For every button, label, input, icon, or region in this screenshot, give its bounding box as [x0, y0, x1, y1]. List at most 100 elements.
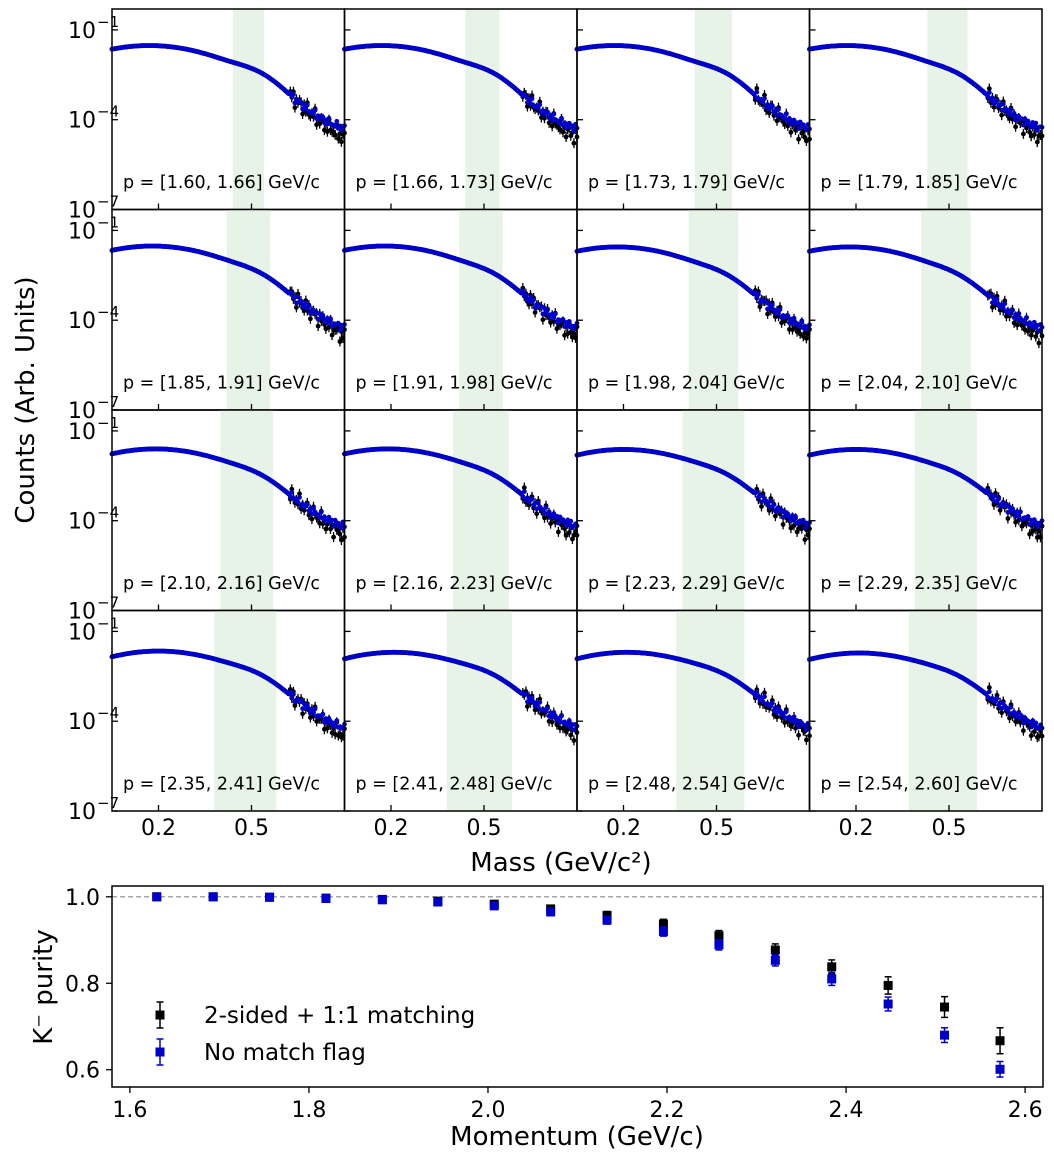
data-point: [551, 111, 557, 117]
data-point: [529, 496, 535, 502]
y-tick-label: 10: [68, 199, 96, 224]
panel-momentum-label: p = [1.85, 1.91] GeV/c: [123, 374, 320, 394]
y-tick-label: 10: [68, 19, 96, 44]
y-tick-exponent: −7: [97, 594, 119, 612]
data-point: [529, 96, 535, 102]
data-point: [559, 115, 564, 121]
kaon-window-band: [465, 9, 500, 210]
data-point: [523, 292, 529, 298]
data-point: [543, 505, 549, 510]
y-tick-exponent: −7: [97, 393, 119, 411]
y-tick-exponent: −1: [97, 213, 119, 231]
data-point: [1016, 311, 1022, 317]
panel-momentum-label: p = [1.79, 1.85] GeV/c: [821, 173, 1018, 193]
data-point: [769, 104, 775, 109]
panel-momentum-label: p = [1.91, 1.98] GeV/c: [356, 374, 553, 394]
y-tick-label: 10: [68, 420, 96, 445]
spectrum-panel: 0.2 0.5 p = [2.41, 2.48] GeV/c: [342, 609, 580, 841]
x-tick-label: 0.2: [141, 816, 176, 841]
y-tick-exponent: −7: [97, 193, 119, 211]
x-tick-label: 0.5: [234, 816, 269, 841]
data-point: [339, 127, 344, 133]
kaon-window-band: [232, 9, 264, 210]
spectrum-panel: p = [1.79, 1.85] GeV/c: [807, 8, 1045, 211]
data-point: [523, 93, 529, 99]
series-no-match-flag: [109, 43, 347, 133]
data-point: [320, 712, 326, 717]
data-point: [996, 496, 1001, 502]
y-tick-label: 10: [68, 109, 96, 134]
data-point: [783, 111, 789, 117]
data-point: [754, 489, 760, 495]
data-point: [566, 718, 572, 723]
data-point: [318, 509, 324, 515]
panel-momentum-label: p = [2.29, 2.35] GeV/c: [821, 574, 1018, 594]
data-point: [328, 316, 333, 321]
data-point: [295, 294, 301, 300]
y-tick-label: 10: [68, 219, 96, 244]
data-point: [531, 297, 536, 303]
data-point: [776, 106, 781, 112]
panel-momentum-label: p = [2.41, 2.48] GeV/c: [356, 775, 553, 795]
data-point: [537, 102, 543, 108]
spectrum-panel: p = [1.91, 1.98] GeV/c: [342, 208, 580, 411]
data-point: [791, 315, 797, 321]
y-tick-exponent: −4: [97, 103, 119, 121]
data-point: [306, 303, 312, 309]
data-point: [1017, 509, 1023, 515]
panel-momentum-label: p = [2.35, 2.41] GeV/c: [123, 775, 320, 795]
data-point: [1008, 107, 1014, 112]
series-no-match-flag: [342, 43, 580, 134]
data-point: [777, 307, 783, 312]
data-point: [768, 498, 774, 504]
spectrum-panel: 10 −710 −410 −10.2 0.5p = [2.35, 2.41] GeV/c: [68, 609, 347, 841]
x-tick-label: 0.5: [467, 816, 502, 841]
data-point: [545, 307, 550, 313]
y-tick-label: 10: [68, 710, 96, 735]
spectrum-panel: p = [2.23, 2.29] GeV/c: [574, 409, 812, 612]
panel-momentum-label: p = [2.16, 2.23] GeV/c: [356, 574, 553, 594]
data-point: [297, 495, 302, 500]
data-point: [535, 106, 541, 111]
data-point: [1024, 315, 1029, 320]
data-point: [571, 128, 577, 134]
data-point: [523, 691, 529, 697]
spectrum-panel: 10 −710 −410 −1p = [1.85, 1.91] GeV/c: [68, 208, 347, 424]
data-point: [568, 518, 574, 524]
data-point: [545, 109, 550, 115]
panel-momentum-label: p = [1.73, 1.79] GeV/c: [588, 173, 785, 193]
y-tick-label: 10: [68, 620, 96, 645]
data-point: [793, 514, 798, 519]
data-point: [320, 312, 326, 318]
y-tick-exponent: −4: [97, 303, 119, 321]
spectrum-panel: 10 −710 −410 −1p = [2.10, 2.16] GeV/c: [68, 409, 347, 625]
panel-momentum-label: p = [2.04, 2.10] GeV/c: [821, 374, 1018, 394]
data-point: [1000, 305, 1006, 311]
spectrum-panel: p = [1.66, 1.73] GeV/c: [342, 8, 580, 211]
data-point: [762, 96, 767, 101]
data-point: [320, 114, 326, 120]
panel-momentum-label: p = [2.10, 2.16] GeV/c: [123, 574, 320, 594]
y-tick-exponent: −1: [97, 414, 119, 432]
data-point: [334, 718, 340, 723]
data-point: [1002, 301, 1008, 307]
x-tick-label: 0.2: [374, 816, 409, 841]
spectrum-panel: p = [2.04, 2.10] GeV/c: [807, 208, 1045, 411]
data-point: [754, 89, 760, 95]
data-point: [326, 115, 332, 121]
data-point: [291, 92, 296, 97]
data-point: [771, 502, 777, 508]
data-point: [304, 502, 310, 507]
y-tick-exponent: −4: [97, 704, 119, 722]
y-tick-exponent: −4: [97, 504, 119, 522]
data-point: [994, 98, 1000, 104]
data-point: [769, 302, 775, 308]
y-tick-label: 10: [68, 510, 96, 535]
data-point: [289, 490, 295, 495]
data-point: [311, 505, 316, 511]
spectrum-panel: 0.2 0.5p = [2.48, 2.54] GeV/c: [574, 609, 812, 841]
spectrum-panel: p = [1.73, 1.79] GeV/c: [574, 8, 812, 211]
y-tick-label: 10: [68, 309, 96, 334]
panel-momentum-label: p = [1.60, 1.66] GeV/c: [123, 173, 320, 193]
